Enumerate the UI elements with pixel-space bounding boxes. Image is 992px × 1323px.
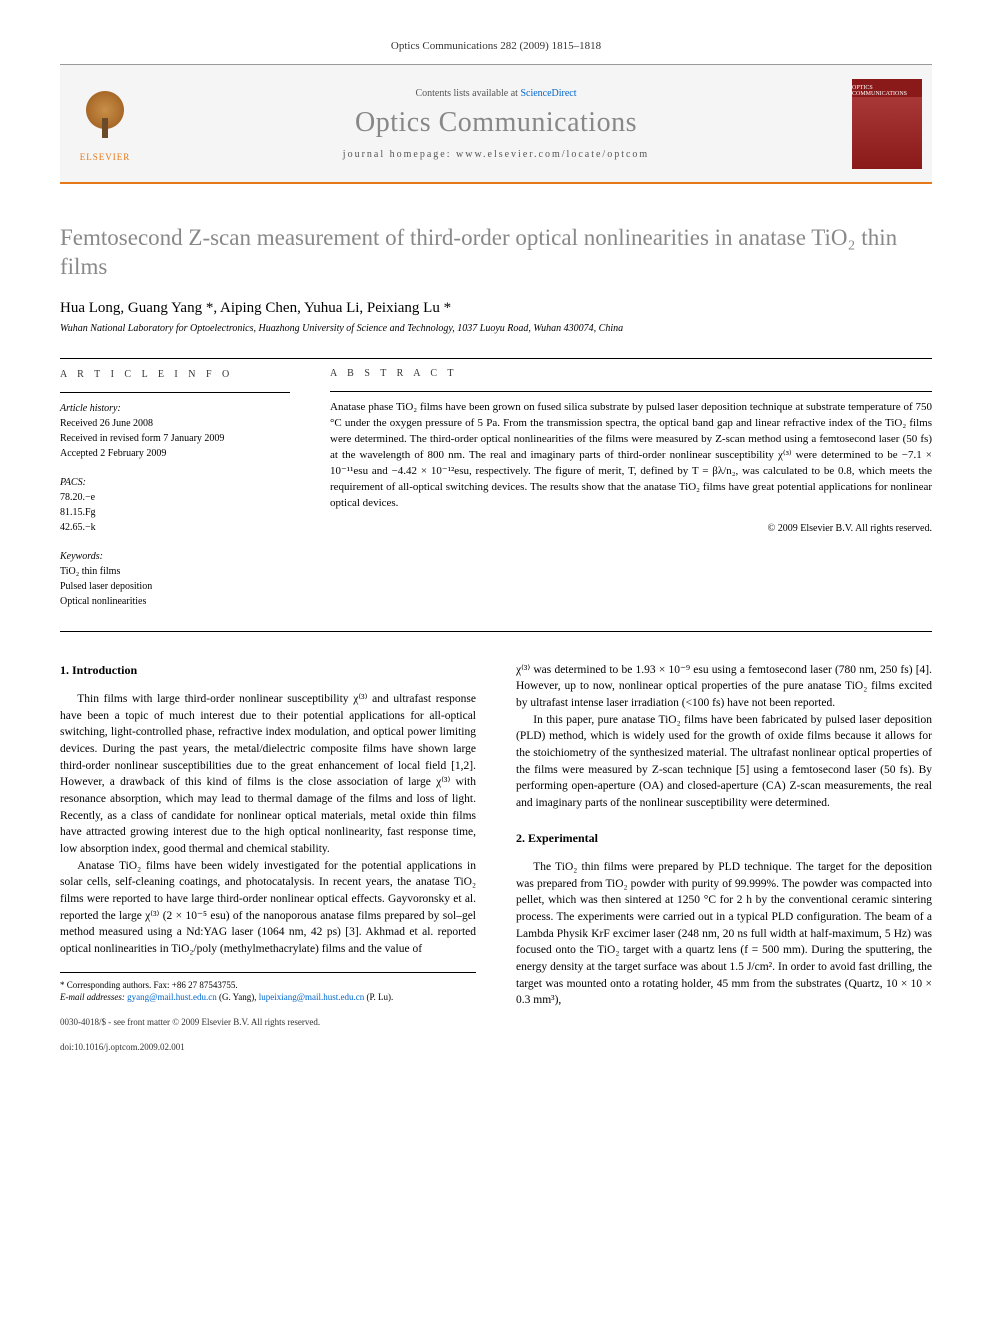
article-info-column: A R T I C L E I N F O Article history: R…: [60, 367, 290, 623]
pacs-label: PACS:: [60, 475, 290, 490]
footer-line-1: 0030-4018/$ - see front matter © 2009 El…: [60, 1016, 476, 1029]
history-label: Article history:: [60, 401, 290, 416]
email-link-2[interactable]: lupeixiang@mail.hust.edu.cn: [259, 992, 365, 1002]
body-column-left: 1. Introduction Thin films with large th…: [60, 662, 476, 1054]
intro-paragraph-2: Anatase TiO₂ films have been widely inve…: [60, 858, 476, 958]
body-column-right: χ⁽³⁾ was determined to be 1.93 × 10⁻⁹ es…: [516, 662, 932, 1054]
article-history: Article history: Received 26 June 2008 R…: [60, 401, 290, 461]
keyword-2: Pulsed laser deposition: [60, 579, 290, 594]
pacs-2: 81.15.Fg: [60, 505, 290, 520]
rule-top: [60, 358, 932, 359]
contents-prefix: Contents lists available at: [415, 88, 520, 99]
experimental-paragraph-1: The TiO₂ thin films were prepared by PLD…: [516, 859, 932, 1009]
abstract-column: A B S T R A C T Anatase phase TiO₂ films…: [330, 367, 932, 623]
authors-line: Hua Long, Guang Yang *, Aiping Chen, Yuh…: [60, 300, 932, 317]
corresponding-author-note: * Corresponding authors. Fax: +86 27 875…: [60, 979, 476, 992]
history-revised: Received in revised form 7 January 2009: [60, 431, 290, 446]
article-info-label: A R T I C L E I N F O: [60, 367, 290, 382]
pacs-3: 42.65.−k: [60, 520, 290, 535]
masthead-center: Contents lists available at ScienceDirec…: [150, 65, 842, 182]
affiliation: Wuhan National Laboratory for Optoelectr…: [60, 323, 932, 334]
sciencedirect-link[interactable]: ScienceDirect: [520, 88, 576, 99]
col2-paragraph-2: In this paper, pure anatase TiO₂ films h…: [516, 712, 932, 812]
keywords-block: Keywords: TiO₂ thin films Pulsed laser d…: [60, 549, 290, 609]
cover-label: OPTICS COMMUNICATIONS: [852, 85, 922, 97]
publisher-logo-block: ELSEVIER: [60, 65, 150, 182]
contents-lists-line: Contents lists available at ScienceDirec…: [415, 88, 576, 99]
article-title: Femtosecond Z-scan measurement of third-…: [60, 224, 932, 282]
elsevier-tree-icon: [75, 86, 135, 146]
intro-heading: 1. Introduction: [60, 662, 476, 679]
keywords-label: Keywords:: [60, 549, 290, 564]
history-received: Received 26 June 2008: [60, 416, 290, 431]
history-accepted: Accepted 2 February 2009: [60, 446, 290, 461]
masthead: ELSEVIER Contents lists available at Sci…: [60, 64, 932, 184]
footnotes: * Corresponding authors. Fax: +86 27 875…: [60, 972, 476, 1004]
keyword-3: Optical nonlinearities: [60, 594, 290, 609]
pacs-block: PACS: 78.20.−e 81.15.Fg 42.65.−k: [60, 475, 290, 535]
body-columns: 1. Introduction Thin films with large th…: [60, 662, 932, 1054]
publisher-name: ELSEVIER: [80, 152, 131, 162]
journal-cover-thumb-block: OPTICS COMMUNICATIONS: [842, 65, 932, 182]
meta-abstract-row: A R T I C L E I N F O Article history: R…: [60, 367, 932, 623]
experimental-heading: 2. Experimental: [516, 830, 932, 847]
email-line: E-mail addresses: gyang@mail.hust.edu.cn…: [60, 991, 476, 1004]
rule-bottom: [60, 631, 932, 632]
journal-homepage: journal homepage: www.elsevier.com/locat…: [343, 149, 649, 160]
col2-paragraph-1: χ⁽³⁾ was determined to be 1.93 × 10⁻⁹ es…: [516, 662, 932, 712]
keyword-1: TiO₂ thin films: [60, 564, 290, 579]
email-link-1[interactable]: gyang@mail.hust.edu.cn: [127, 992, 217, 1002]
rule-abstract: [330, 391, 932, 392]
abstract-text: Anatase phase TiO₂ films have been grown…: [330, 400, 932, 512]
rule-info: [60, 392, 290, 393]
abstract-copyright: © 2009 Elsevier B.V. All rights reserved…: [330, 522, 932, 537]
pacs-1: 78.20.−e: [60, 490, 290, 505]
journal-cover-thumb: OPTICS COMMUNICATIONS: [852, 79, 922, 169]
journal-name: Optics Communications: [355, 107, 637, 139]
header-citation: Optics Communications 282 (2009) 1815–18…: [60, 40, 932, 52]
email-who-2: (P. Lu).: [364, 992, 393, 1002]
abstract-label: A B S T R A C T: [330, 367, 932, 382]
intro-paragraph-1: Thin films with large third-order nonlin…: [60, 691, 476, 858]
email-label: E-mail addresses:: [60, 992, 125, 1002]
email-who-1: (G. Yang),: [217, 992, 259, 1002]
footer-line-2: doi:10.1016/j.optcom.2009.02.001: [60, 1041, 476, 1054]
